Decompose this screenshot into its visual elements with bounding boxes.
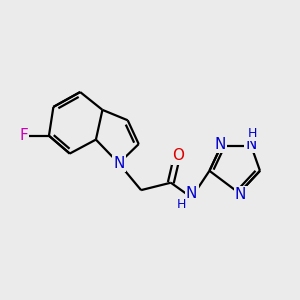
Text: N: N: [186, 186, 197, 201]
Text: N: N: [235, 187, 246, 202]
Text: N: N: [113, 156, 124, 171]
Text: F: F: [19, 128, 28, 143]
Text: N: N: [245, 136, 257, 152]
Text: O: O: [172, 148, 184, 164]
Text: N: N: [214, 136, 226, 152]
Text: H: H: [248, 127, 257, 140]
Text: H: H: [176, 199, 186, 212]
